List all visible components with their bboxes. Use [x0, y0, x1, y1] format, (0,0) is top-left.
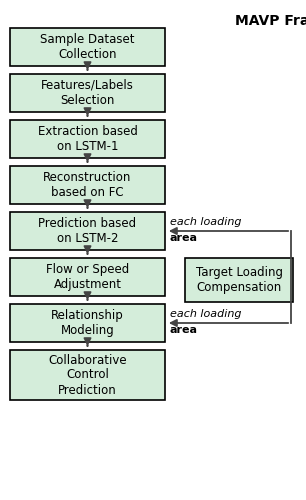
Text: MAVP Framework: MAVP Framework: [235, 14, 306, 28]
Text: Target Loading
Compensation: Target Loading Compensation: [196, 266, 282, 294]
Text: Extraction based
on LSTM-1: Extraction based on LSTM-1: [38, 125, 137, 153]
Text: Collaborative
Control
Prediction: Collaborative Control Prediction: [48, 354, 127, 397]
Text: Flow or Speed
Adjustment: Flow or Speed Adjustment: [46, 263, 129, 291]
Bar: [10, 166, 165, 204]
Bar: [10, 350, 165, 400]
Bar: [185, 258, 293, 302]
Text: each loading: each loading: [170, 309, 241, 319]
Bar: [10, 212, 165, 250]
Text: area: area: [170, 325, 198, 335]
Text: Features/Labels
Selection: Features/Labels Selection: [41, 79, 134, 107]
Text: Reconstruction
based on FC: Reconstruction based on FC: [43, 171, 132, 199]
Text: area: area: [170, 233, 198, 243]
Bar: [10, 304, 165, 342]
Bar: [10, 28, 165, 66]
Text: Relationship
Modeling: Relationship Modeling: [51, 309, 124, 337]
Text: Sample Dataset
Collection: Sample Dataset Collection: [40, 33, 135, 61]
Bar: [10, 74, 165, 112]
Text: Prediction based
on LSTM-2: Prediction based on LSTM-2: [39, 217, 136, 245]
Bar: [10, 258, 165, 296]
Text: each loading: each loading: [170, 217, 241, 227]
Bar: [10, 120, 165, 158]
